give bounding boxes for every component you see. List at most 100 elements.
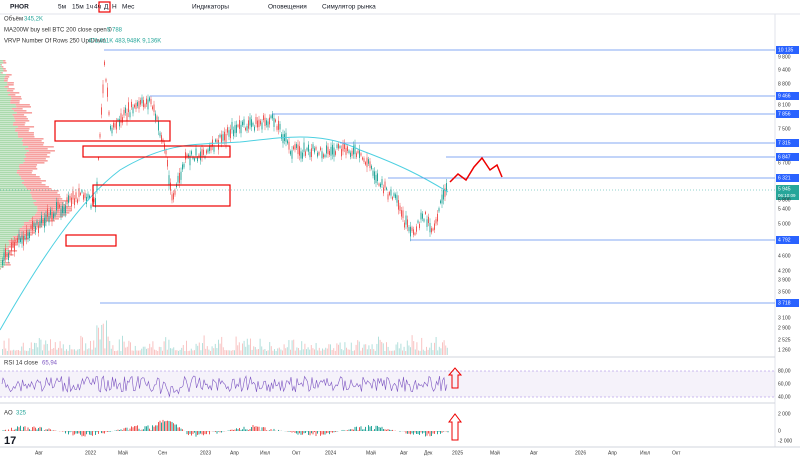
candle-body [433, 228, 434, 230]
volume-bar [309, 350, 310, 355]
ao-bar [262, 427, 263, 431]
ao-bar [176, 424, 177, 431]
volume-profile-down [24, 180, 46, 182]
candle-body [280, 124, 281, 130]
volume-bar [293, 340, 294, 355]
volume-profile-down [7, 84, 14, 86]
ao-bar [103, 431, 104, 433]
ao-bar [241, 430, 242, 431]
volume-bar [301, 341, 302, 355]
candle-body [404, 223, 405, 228]
volume-profile-up [0, 64, 1, 66]
toolbar-button[interactable]: Симулятор рынка [322, 4, 376, 11]
interval[interactable]: Н [112, 4, 117, 11]
ao-bar [44, 430, 45, 431]
ao-bar [76, 431, 77, 434]
volume-bar [7, 351, 8, 355]
volume-profile-up [0, 216, 33, 218]
ao-bar [127, 428, 128, 431]
candle-body [64, 207, 65, 213]
symbol[interactable]: PHOR [10, 4, 29, 11]
volume-profile-down [11, 96, 21, 98]
interval[interactable]: 15м [72, 4, 84, 11]
volume-bar [432, 350, 433, 355]
candle-body [274, 118, 275, 127]
volume-profile-down [3, 62, 6, 64]
volume-bar [64, 351, 65, 355]
volume-profile-down [25, 160, 48, 162]
candle-body [122, 117, 123, 122]
candle-body [356, 153, 357, 157]
candle-body [52, 212, 53, 221]
volume-profile-down [20, 168, 38, 170]
candle-body [146, 99, 147, 105]
time-label: 2026 [575, 450, 586, 456]
ao-bar [425, 431, 426, 436]
candle-body [29, 232, 30, 238]
volume-bar [415, 349, 416, 355]
ao-bar [199, 431, 200, 434]
interval[interactable]: 5м [58, 4, 67, 11]
volume-bar [416, 342, 417, 355]
ao-bar [271, 429, 272, 431]
ao-bar [406, 431, 407, 433]
ao-bar [430, 431, 431, 436]
volume-bar [84, 351, 85, 355]
interval[interactable]: 1ч [86, 4, 93, 11]
volume-profile-down [25, 148, 48, 150]
ao-bar [206, 431, 207, 434]
candle-body [425, 212, 426, 214]
interval[interactable]: Мес [122, 4, 135, 11]
volume-bar [4, 341, 5, 355]
volume-profile-down [18, 132, 34, 134]
volume-profile-up [0, 102, 10, 104]
ao-bar [119, 430, 120, 431]
volume-profile-down [15, 120, 29, 122]
interval[interactable]: Д [104, 4, 109, 11]
candle-body [37, 221, 38, 224]
volume-bar [362, 348, 363, 355]
volume-profile-up [0, 154, 25, 156]
candle-body [424, 219, 425, 221]
volume-bar [95, 348, 96, 355]
volume-bar [108, 337, 109, 355]
volume-profile-up [0, 258, 4, 260]
volume-bar [85, 343, 86, 355]
volume-bar [400, 344, 401, 355]
volume-bar [71, 349, 72, 355]
volume-profile-down [14, 116, 27, 118]
volume-profile-down [13, 122, 25, 124]
candle-body [230, 129, 231, 138]
candle-body [134, 105, 135, 108]
volume-bar [282, 350, 283, 355]
ao-bar [269, 430, 270, 431]
volume-profile-up [0, 114, 13, 116]
toolbar-button[interactable]: Оповещения [268, 4, 307, 11]
ao-bar [142, 430, 143, 431]
ao-bar [242, 429, 243, 431]
volume-bar [45, 340, 46, 355]
interval[interactable]: 4ч [94, 4, 101, 11]
candle-body [377, 173, 378, 181]
volume-bar [140, 350, 141, 355]
volume-profile-up [0, 68, 3, 70]
candle-body [14, 242, 15, 252]
legend-ma: MA200W buy sell BTC 200 close open 0 [4, 28, 112, 34]
volume-bar [231, 351, 232, 355]
ao-bar [202, 431, 203, 434]
logo: 17 [4, 435, 16, 447]
candle-body [127, 113, 128, 121]
volume-profile-down [23, 138, 44, 140]
volume-bar [288, 340, 289, 355]
volume-bar [109, 341, 110, 355]
ao-bar [217, 431, 218, 434]
price-scale-label: 8 800 [778, 81, 791, 87]
candle-body [11, 242, 12, 251]
level-label: 4 792 [778, 237, 791, 243]
volume-profile-down [26, 152, 50, 154]
toolbar-button[interactable]: Индикаторы [192, 4, 229, 11]
volume-profile-up [0, 226, 22, 228]
candle-body [386, 188, 387, 190]
volume-profile-up [0, 92, 10, 94]
candle-body [253, 123, 254, 126]
